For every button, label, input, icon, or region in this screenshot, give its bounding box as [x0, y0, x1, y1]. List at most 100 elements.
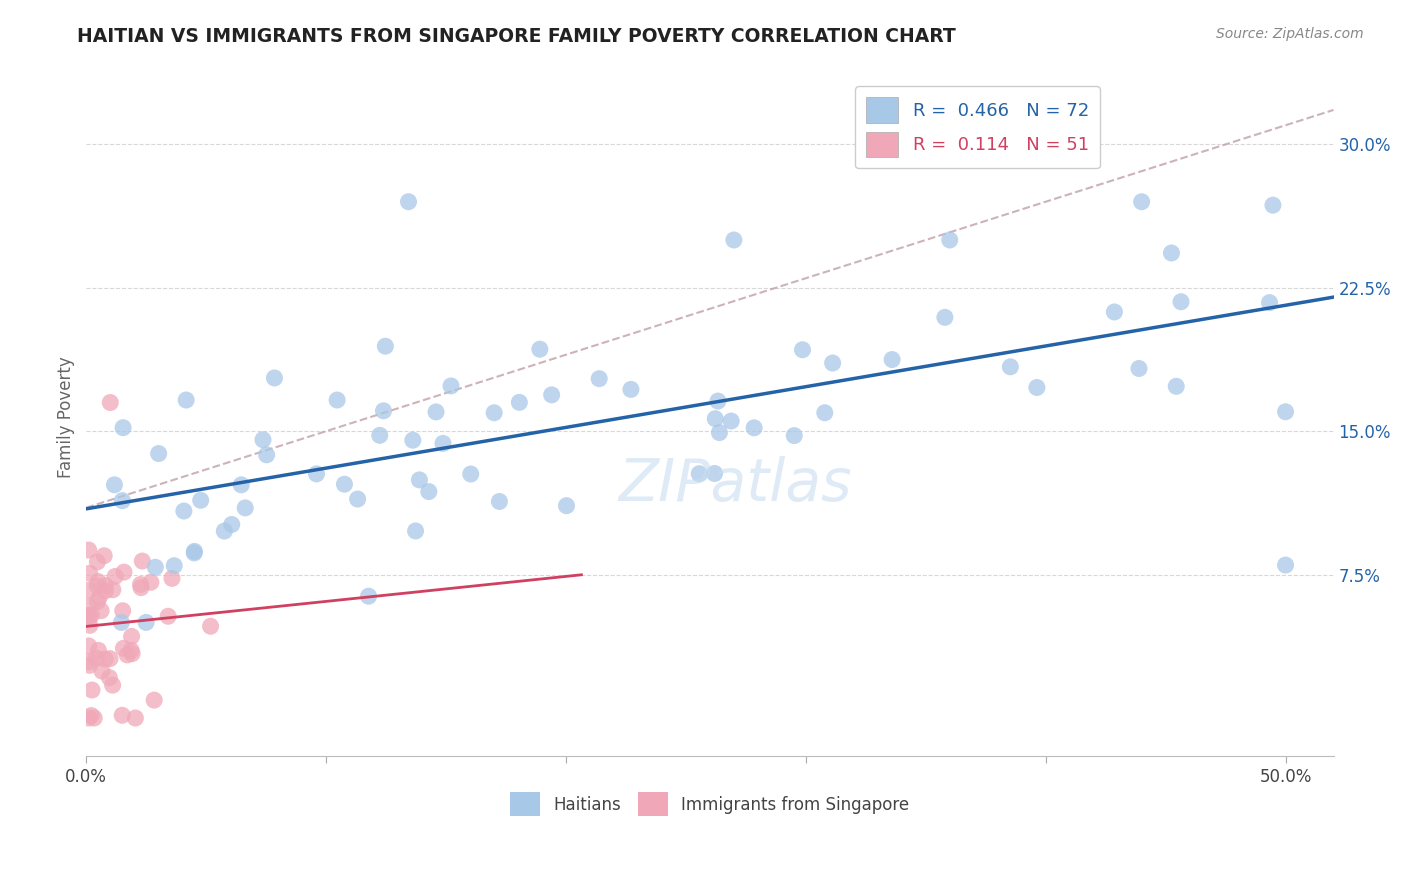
Point: [1104, 305, 1126, 319]
Point: [357, 589, 380, 603]
Point: [77, 655, 100, 669]
Point: [1261, 198, 1284, 212]
Point: [101, 678, 124, 692]
Point: [148, 446, 170, 460]
Text: ZIPatlas: ZIPatlas: [619, 456, 852, 513]
Point: [110, 615, 132, 630]
Point: [555, 499, 578, 513]
Point: [707, 394, 730, 409]
Point: [704, 411, 727, 425]
Point: [111, 493, 134, 508]
Point: [814, 406, 837, 420]
Point: [190, 493, 212, 508]
Text: Source: ZipAtlas.com: Source: ZipAtlas.com: [1216, 27, 1364, 41]
Point: [333, 477, 356, 491]
Point: [94, 652, 117, 666]
Point: [129, 581, 152, 595]
Point: [1000, 359, 1022, 374]
Point: [174, 392, 197, 407]
Point: [77, 639, 100, 653]
Point: [1170, 294, 1192, 309]
Point: [101, 582, 124, 597]
Point: [77, 608, 100, 623]
Point: [1025, 380, 1047, 394]
Point: [104, 569, 127, 583]
Point: [77, 599, 100, 614]
Point: [460, 467, 482, 481]
Point: [91, 664, 114, 678]
Point: [792, 343, 814, 357]
Point: [98, 651, 121, 665]
Point: [112, 565, 135, 579]
Point: [143, 560, 166, 574]
Point: [135, 615, 157, 630]
Point: [93, 549, 115, 563]
Point: [783, 428, 806, 442]
Point: [77, 543, 100, 558]
Y-axis label: Family Poverty: Family Poverty: [58, 356, 75, 478]
Point: [111, 708, 134, 723]
Point: [86, 595, 108, 609]
Point: [214, 524, 236, 538]
Point: [79, 618, 101, 632]
Point: [1166, 379, 1188, 393]
Point: [1160, 246, 1182, 260]
Point: [221, 517, 243, 532]
Point: [94, 578, 117, 592]
Point: [89, 591, 111, 605]
Point: [80, 607, 103, 622]
Point: [143, 693, 166, 707]
Point: [508, 395, 530, 409]
Point: [79, 658, 101, 673]
Point: [121, 647, 143, 661]
Point: [432, 436, 454, 450]
Point: [488, 494, 510, 508]
Point: [79, 566, 101, 581]
Point: [160, 571, 183, 585]
Text: HAITIAN VS IMMIGRANTS FROM SINGAPORE FAMILY POVERTY CORRELATION CHART: HAITIAN VS IMMIGRANTS FROM SINGAPORE FAM…: [77, 27, 956, 45]
Point: [742, 421, 765, 435]
Point: [139, 575, 162, 590]
Point: [723, 233, 745, 247]
Point: [1274, 558, 1296, 572]
Point: [418, 484, 440, 499]
Point: [173, 504, 195, 518]
Point: [86, 555, 108, 569]
Point: [720, 414, 742, 428]
Point: [939, 233, 962, 247]
Point: [688, 467, 710, 481]
Point: [440, 379, 463, 393]
Point: [90, 604, 112, 618]
Legend: Haitians, Immigrants from Singapore: Haitians, Immigrants from Singapore: [503, 786, 917, 822]
Point: [157, 609, 180, 624]
Point: [98, 395, 121, 409]
Point: [703, 467, 725, 481]
Point: [77, 611, 100, 625]
Point: [86, 579, 108, 593]
Point: [405, 524, 427, 538]
Point: [1130, 194, 1153, 209]
Point: [256, 448, 278, 462]
Point: [373, 404, 395, 418]
Point: [80, 708, 103, 723]
Point: [482, 406, 505, 420]
Point: [183, 546, 205, 560]
Point: [84, 651, 107, 665]
Point: [305, 467, 328, 481]
Point: [368, 428, 391, 442]
Point: [129, 577, 152, 591]
Point: [588, 372, 610, 386]
Point: [231, 478, 253, 492]
Point: [540, 388, 562, 402]
Point: [425, 405, 447, 419]
Point: [233, 500, 256, 515]
Point: [87, 574, 110, 589]
Point: [200, 619, 222, 633]
Point: [934, 310, 956, 325]
Point: [112, 641, 135, 656]
Point: [1128, 361, 1150, 376]
Point: [98, 671, 121, 685]
Point: [402, 433, 425, 447]
Point: [183, 544, 205, 558]
Point: [77, 583, 100, 598]
